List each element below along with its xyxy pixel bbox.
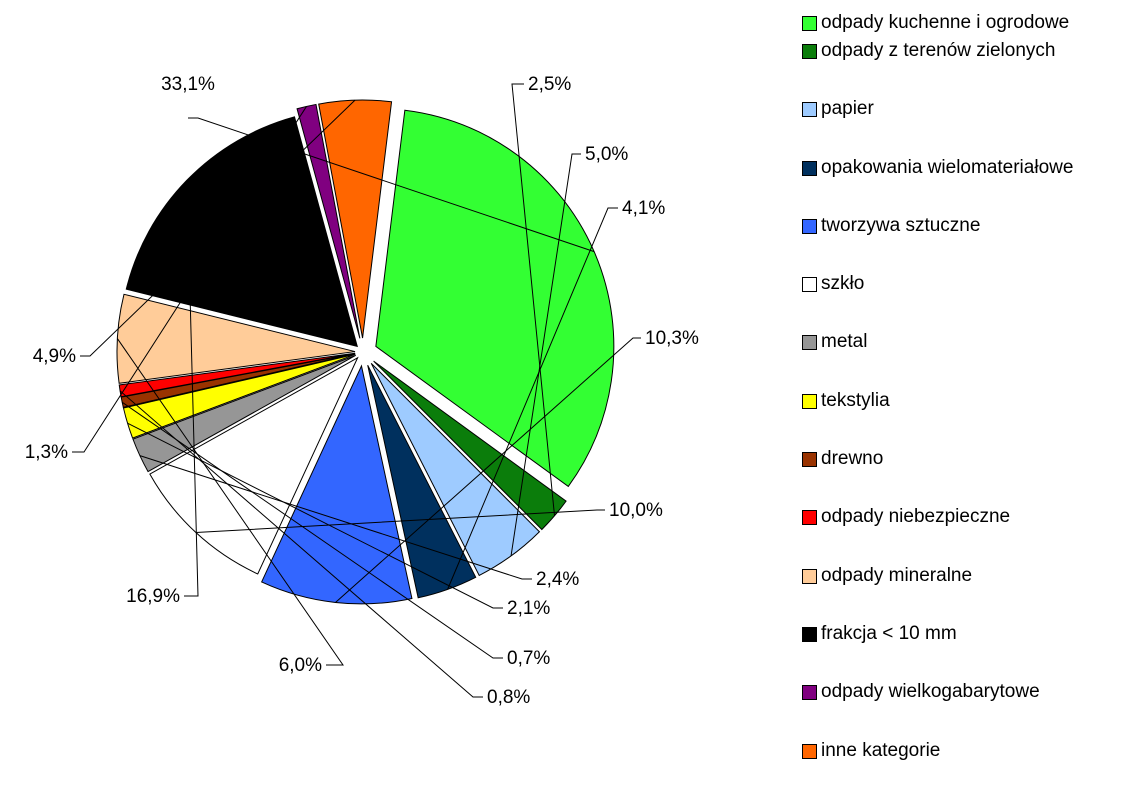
legend-item-metal: metal xyxy=(802,331,1073,389)
leader-line xyxy=(184,180,199,597)
legend-swatch xyxy=(802,16,817,31)
legend-label: inne kategorie xyxy=(821,739,941,761)
legend-swatch xyxy=(802,277,817,293)
percentage-label: 0,7% xyxy=(507,648,550,669)
legend-item-szklo: szkło xyxy=(802,273,1073,331)
legend-label: odpady mineralne xyxy=(821,564,973,586)
legend-label: metal xyxy=(821,331,868,353)
leader-line xyxy=(139,455,532,580)
leader-line xyxy=(510,153,581,557)
leader-line xyxy=(447,207,618,590)
pie-slice xyxy=(122,353,356,439)
leader-line xyxy=(72,106,307,453)
legend-label: odpady wielkogabarytowe xyxy=(821,681,1040,703)
leader-lines xyxy=(72,83,641,698)
pie-chart: 33,1% 2,5% 5,0% 4,1% 10,3% 10,0% 2,4% 2,1% 0,7% 0… xyxy=(25,74,699,708)
pie-slice xyxy=(373,360,567,531)
leader-line xyxy=(119,390,483,698)
legend-item-inne: inne kategorie xyxy=(802,740,1073,798)
legend-label: tekstylia xyxy=(821,389,890,411)
legend-label: drewno xyxy=(821,448,884,470)
legend-item-niebezpieczne: odpady niebezpieczne xyxy=(802,506,1073,564)
legend-label: odpady z terenów zielonych xyxy=(821,40,1056,61)
legend-swatch xyxy=(802,685,817,701)
percentage-label: 2,4% xyxy=(536,569,579,590)
percentage-label: 33,1% xyxy=(161,74,215,95)
legend-swatch xyxy=(802,160,817,176)
percentage-label: 4,1% xyxy=(622,198,665,219)
percentage-label: 5,0% xyxy=(585,144,628,165)
percentage-label: 2,5% xyxy=(528,74,571,95)
leader-line xyxy=(511,83,556,516)
percentage-label: 6,0% xyxy=(279,655,322,676)
legend-swatch xyxy=(802,218,817,234)
legend-item-tworzywa: tworzywa sztuczne xyxy=(802,215,1073,273)
legend-item-wielkogabarytowe: odpady wielkogabarytowe xyxy=(802,681,1073,739)
leader-line xyxy=(121,401,503,659)
legend-swatch xyxy=(802,44,817,59)
legend-item-drewno: drewno xyxy=(802,448,1073,506)
percentage-label: 2,1% xyxy=(507,598,550,619)
pie-slice xyxy=(125,116,358,348)
leader-line xyxy=(188,117,595,253)
legend-item-tereny-zielone: odpady z terenów zielonych xyxy=(802,40,1073,98)
legend: odpady kuchenne i ogrodowe odpady z tere… xyxy=(802,12,1073,798)
leader-line xyxy=(116,338,344,666)
legend-item-opakowania: opakowania wielomateriałowe xyxy=(802,157,1073,215)
pie-slice xyxy=(296,103,361,339)
legend-label: papier xyxy=(821,98,874,120)
legend-item-kuchenne: odpady kuchenne i ogrodowe xyxy=(802,12,1073,40)
percentage-labels: 33,1% 2,5% 5,0% 4,1% 10,3% 10,0% 2,4% 2,1% 0,7% 0… xyxy=(25,74,699,708)
percentage-label: 1,3% xyxy=(25,442,68,463)
legend-label: odpady niebezpieczne xyxy=(821,506,1011,528)
legend-item-frakcja: frakcja < 10 mm xyxy=(802,623,1073,681)
legend-swatch xyxy=(802,743,817,759)
legend-swatch xyxy=(802,335,817,351)
legend-item-tekstylia: tekstylia xyxy=(802,390,1073,448)
percentage-label: 0,8% xyxy=(487,687,530,708)
leader-line xyxy=(335,337,641,603)
leader-line xyxy=(127,422,503,609)
legend-label: frakcja < 10 mm xyxy=(821,622,957,644)
legend-swatch xyxy=(802,626,817,642)
legend-label: opakowania wielomateriałowe xyxy=(821,156,1074,178)
percentage-label: 10,0% xyxy=(609,500,663,521)
percentage-label: 16,9% xyxy=(126,586,180,607)
legend-item-papier: papier xyxy=(802,98,1073,156)
percentage-label: 10,3% xyxy=(645,328,699,349)
legend-label: szkło xyxy=(821,273,865,295)
legend-swatch xyxy=(802,452,817,468)
legend-swatch xyxy=(802,568,817,584)
legend-swatch xyxy=(802,510,817,526)
legend-item-mineralne: odpady mineralne xyxy=(802,565,1073,623)
legend-swatch xyxy=(802,102,817,118)
legend-label: tworzywa sztuczne xyxy=(821,214,981,236)
legend-swatch xyxy=(802,393,817,409)
percentage-label: 4,9% xyxy=(33,346,76,367)
pie-slice xyxy=(318,99,393,339)
leader-line xyxy=(80,99,356,357)
legend-label: odpady kuchenne i ogrodowe xyxy=(821,12,1070,33)
